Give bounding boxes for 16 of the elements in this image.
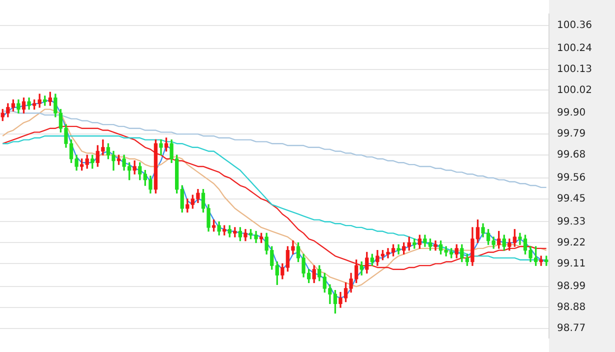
y-tick-label: 99.22 bbox=[557, 237, 586, 248]
y-tick-label: 98.88 bbox=[557, 302, 586, 314]
y-tick-label: 99.11 bbox=[557, 258, 586, 270]
y-tick-label: 99.68 bbox=[557, 150, 586, 161]
y-tick-label: 100.13 bbox=[557, 64, 592, 75]
y-tick-label: 100.02 bbox=[557, 84, 592, 96]
y-tick-label: 98.99 bbox=[557, 281, 586, 292]
y-tick-label: 99.45 bbox=[557, 193, 586, 204]
y-tick-label: 99.56 bbox=[557, 172, 586, 184]
candlestick bbox=[159, 139, 163, 156]
y-tick-label: 99.79 bbox=[557, 128, 586, 140]
y-tick-label: 99.90 bbox=[557, 108, 586, 119]
y-tick-label: 100.24 bbox=[557, 42, 592, 54]
y-tick-label: 100.36 bbox=[557, 20, 592, 32]
y-tick-label: 99.33 bbox=[557, 216, 586, 228]
y-tick-label: 98.77 bbox=[557, 323, 586, 334]
